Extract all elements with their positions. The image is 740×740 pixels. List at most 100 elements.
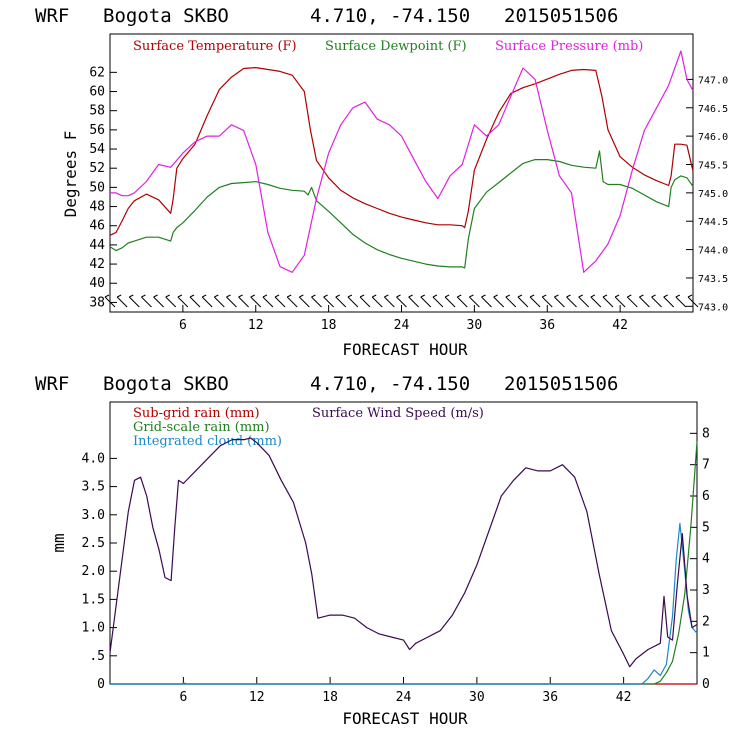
wind-barb xyxy=(566,294,577,308)
wind-barb xyxy=(529,294,541,308)
wind-barb xyxy=(153,294,164,308)
series-grid-scale-rain-mm xyxy=(110,441,698,685)
wind-barb xyxy=(493,294,505,308)
wind-barb xyxy=(639,294,650,308)
wind-barb xyxy=(614,294,626,308)
y-tick-label: 46 xyxy=(89,219,105,234)
y2-tick-label: 744.0 xyxy=(698,246,728,257)
series-surface-dewpoint-f xyxy=(109,150,694,269)
legend-surface-wind-speed: Surface Wind Speed (m/s) xyxy=(312,406,484,421)
wind-barb xyxy=(347,294,359,308)
bottom-title-model: WRF xyxy=(35,373,69,395)
y-tick-label: 48 xyxy=(89,200,105,215)
y-tick-label: 2.0 xyxy=(82,564,105,579)
y2-tick-label: 1 xyxy=(702,646,710,661)
x-tick-label: 12 xyxy=(248,318,264,333)
y2-tick-label: 744.5 xyxy=(698,217,728,228)
series-surface-temperature-f xyxy=(109,66,694,236)
top-plot-frame xyxy=(109,33,694,313)
y2-tick-label: 747.0 xyxy=(698,75,728,86)
wind-barb xyxy=(262,294,274,308)
y2-tick-label: 0 xyxy=(702,677,710,692)
wind-barb xyxy=(226,294,237,308)
x-tick-label: 36 xyxy=(542,690,558,705)
wind-barb xyxy=(578,294,590,308)
wind-barb xyxy=(469,294,480,308)
y-tick-label: 44 xyxy=(89,238,105,253)
series-integrated-cloud-mm xyxy=(110,522,698,685)
y-tick-label: 0 xyxy=(97,677,105,692)
wind-barb xyxy=(444,294,456,308)
top-chart: WRF Bogota SKBO 4.710, -74.150 201505150… xyxy=(35,5,728,359)
bottom-title-coords: 4.710, -74.150 xyxy=(310,373,470,395)
wind-barbs-row xyxy=(104,294,699,308)
bottom-series-group xyxy=(109,437,698,685)
x-tick-label: 30 xyxy=(469,690,485,705)
top-y-axis: 38 40 42 44 46 48 50 52 54 56 58 60 62 xyxy=(89,65,117,310)
y-tick-label: 38 xyxy=(89,295,105,310)
top-y-axis-label: Degrees F xyxy=(61,131,80,218)
wind-barb xyxy=(675,294,687,308)
x-tick-label: 6 xyxy=(179,690,187,705)
x-tick-label: 42 xyxy=(612,318,628,333)
y-tick-label: 4.0 xyxy=(82,451,105,466)
y2-tick-label: 3 xyxy=(702,583,710,598)
wind-barb xyxy=(298,294,310,308)
y2-tick-label: 743.5 xyxy=(698,274,728,285)
wind-barb xyxy=(104,294,116,308)
y-tick-label: 50 xyxy=(89,180,105,195)
wind-barb xyxy=(590,294,602,308)
wind-barb xyxy=(128,294,140,308)
wind-barb xyxy=(250,294,262,308)
x-tick-label: 42 xyxy=(616,690,632,705)
y-tick-label: 62 xyxy=(89,65,105,80)
y2-tick-label: 2 xyxy=(702,614,710,629)
wind-barb xyxy=(335,294,347,308)
wind-barb xyxy=(481,294,492,308)
wind-barb xyxy=(116,294,128,308)
legend-integrated-cloud: Integrated cloud (mm) xyxy=(133,434,282,449)
y-tick-label: 3.5 xyxy=(82,480,105,495)
wind-barb xyxy=(323,294,334,308)
y2-tick-label: 4 xyxy=(702,552,710,567)
wind-barb xyxy=(371,294,383,308)
y-tick-label: 54 xyxy=(89,142,105,157)
y-tick-label: 40 xyxy=(89,276,105,291)
x-tick-label: 36 xyxy=(539,318,555,333)
y2-tick-label: 5 xyxy=(702,520,710,535)
wind-barb xyxy=(311,294,322,308)
wind-barb xyxy=(177,294,189,308)
legend-sub-grid-rain: Sub-grid rain (mm) xyxy=(133,406,260,421)
wind-barb xyxy=(286,294,298,308)
bottom-y-axis-label: mm xyxy=(49,533,68,552)
y-tick-label: 60 xyxy=(89,85,105,100)
series-surface-wind-speed-m-s xyxy=(109,437,698,668)
y2-tick-label: 745.5 xyxy=(698,160,728,171)
wind-barb xyxy=(651,294,662,308)
y-tick-label: 2.5 xyxy=(82,536,105,551)
bottom-y-axis: 0 .5 1.0 1.5 2.0 2.5 3.0 3.5 4.0 xyxy=(82,451,117,692)
wind-barb xyxy=(359,294,371,308)
top-series-group xyxy=(109,50,694,273)
y-tick-label: 58 xyxy=(89,104,105,119)
top-y2-axis: 743.0 743.5 744.0 744.5 745.0 745.5 746.0 746.5… xyxy=(686,75,728,313)
bottom-x-axis: 6 12 18 24 30 36 42 xyxy=(179,677,631,705)
legend-surface-temperature: Surface Temperature (F) xyxy=(133,39,297,54)
wind-barb xyxy=(201,294,213,308)
wind-barb xyxy=(505,294,517,308)
top-title-station: Bogota SKBO xyxy=(103,5,229,27)
top-title-model: WRF xyxy=(35,5,69,27)
wind-barb xyxy=(687,294,699,308)
bottom-y2-axis: 0 1 2 3 4 5 6 7 8 xyxy=(690,426,710,692)
y2-tick-label: 746.0 xyxy=(698,132,728,143)
y2-tick-label: 746.5 xyxy=(698,104,728,115)
x-tick-label: 18 xyxy=(321,318,337,333)
wind-barb xyxy=(396,294,407,308)
x-tick-label: 12 xyxy=(249,690,265,705)
x-tick-label: 24 xyxy=(394,318,410,333)
wind-barb xyxy=(238,294,249,308)
x-tick-label: 30 xyxy=(467,318,483,333)
wind-barb xyxy=(141,294,152,308)
wind-barb xyxy=(663,294,675,308)
